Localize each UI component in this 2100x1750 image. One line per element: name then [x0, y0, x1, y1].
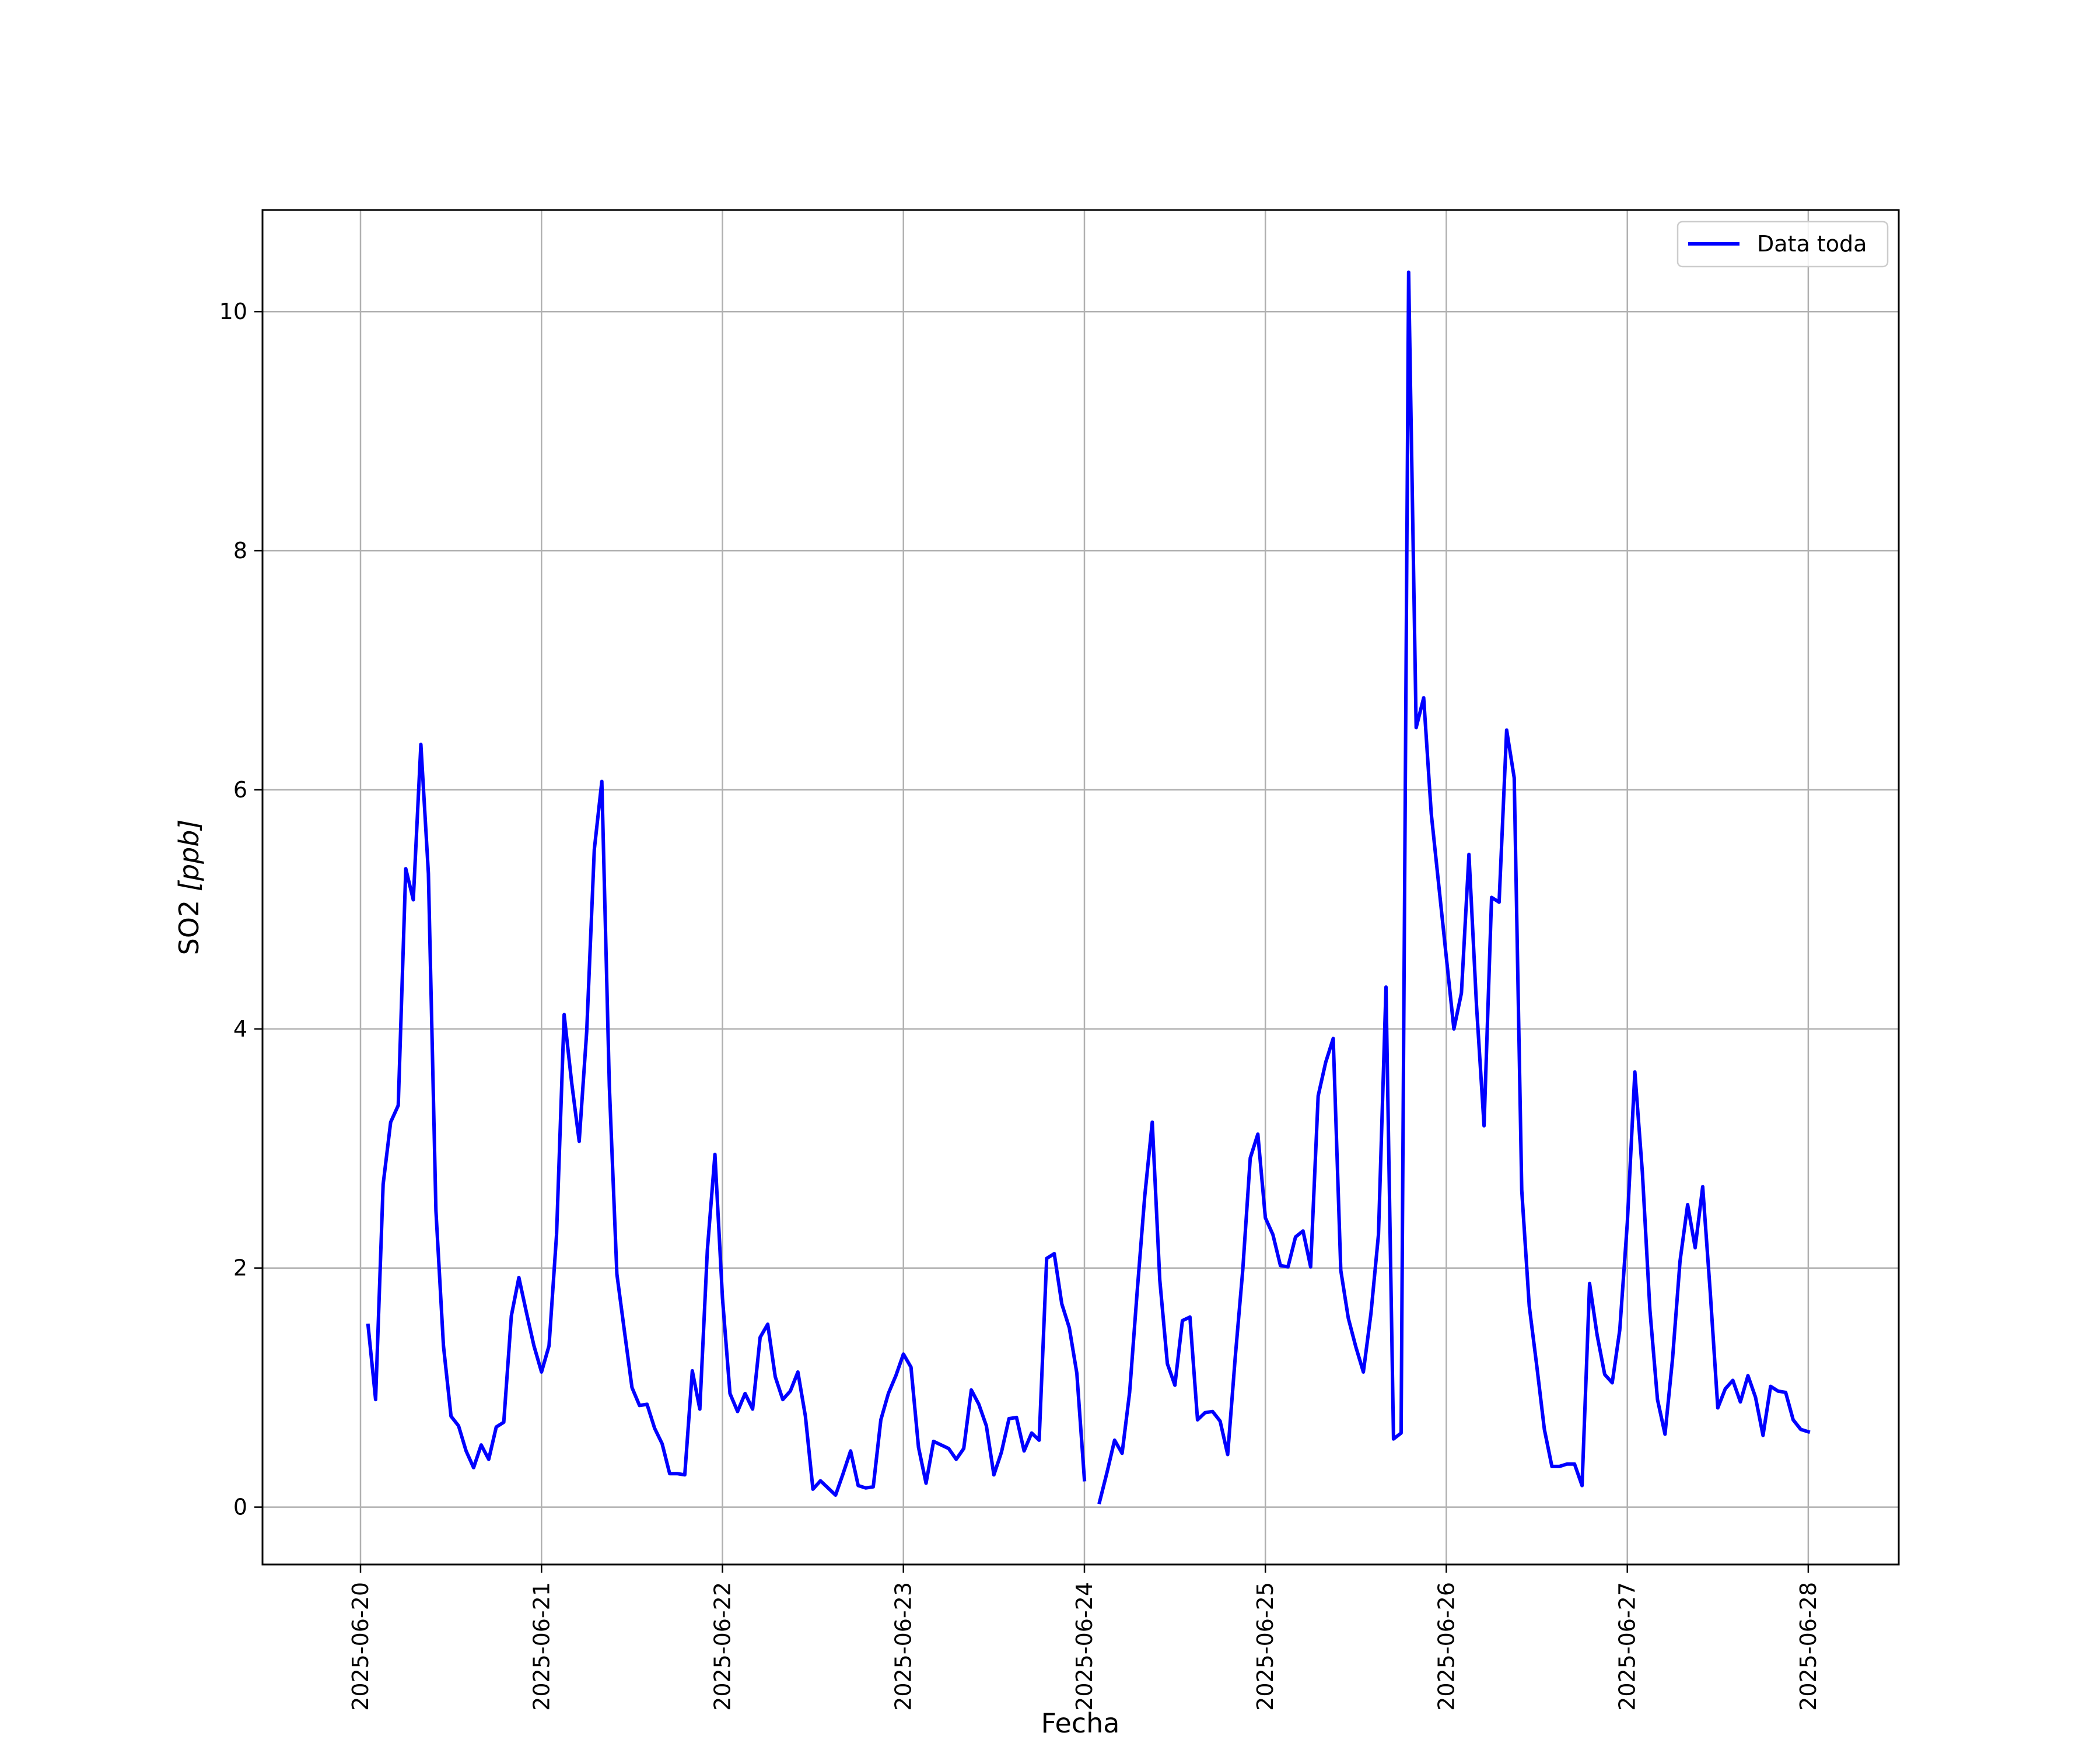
x-tick-label: 2025-06-26: [1433, 1582, 1459, 1711]
legend: Data toda: [1676, 220, 1889, 268]
y-tick-label: 2: [233, 1255, 247, 1281]
legend-label: Data toda: [1757, 231, 1867, 257]
x-axis: 2025-06-20 2025-06-21 2025-06-22 2025-06-23…: [348, 1564, 1821, 1711]
plot-area-frame: [261, 209, 1900, 1566]
series-layer: [366, 270, 1811, 1505]
y-axis: 0 2 4 6 8 10: [219, 299, 262, 1520]
series-line-segment: [366, 743, 1087, 1497]
x-tick-label: 2025-06-25: [1252, 1582, 1278, 1711]
y-tick-label: 6: [233, 777, 247, 803]
y-tick-label: 0: [233, 1494, 247, 1520]
x-tick-label: 2025-06-27: [1615, 1582, 1640, 1711]
y-tick-label: 8: [233, 538, 247, 564]
y-tick-label: 10: [219, 299, 247, 324]
x-tick-label: 2025-06-20: [348, 1582, 373, 1711]
grid-lines: [262, 210, 1899, 1564]
y-tick-label: 4: [233, 1016, 247, 1042]
x-tick-label: 2025-06-28: [1796, 1582, 1821, 1711]
x-tick-label: 2025-06-24: [1072, 1582, 1097, 1711]
x-tick-label: 2025-06-23: [891, 1582, 916, 1711]
y-axis-label-unit: [ppb]: [173, 820, 205, 892]
x-tick-label: 2025-06-22: [710, 1582, 736, 1711]
x-tick-label: 2025-06-21: [528, 1582, 554, 1711]
y-axis-label-text: SO2: [173, 891, 205, 955]
series-line-segment: [1097, 270, 1811, 1505]
x-axis-label: Fecha: [1041, 1707, 1120, 1739]
y-axis-label: SO2 [ppb]: [173, 820, 205, 956]
legend-box: [1676, 220, 1889, 268]
